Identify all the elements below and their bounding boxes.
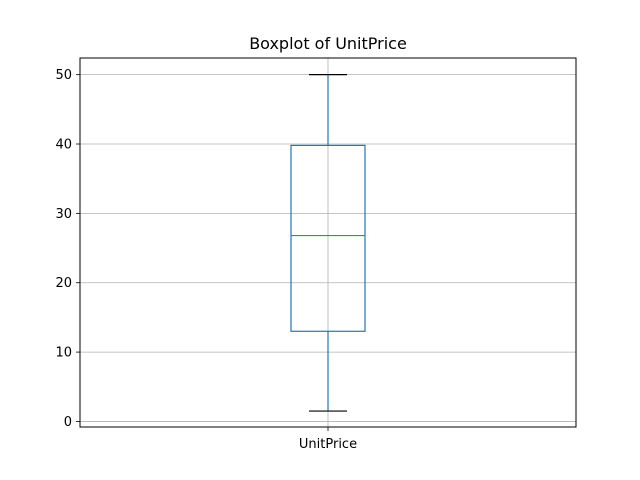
y-tick-label: 10: [55, 346, 72, 361]
y-tick-label: 0: [64, 415, 72, 430]
x-axis: UnitPrice: [299, 427, 357, 452]
y-tick-label: 20: [55, 276, 72, 291]
chart-title: Boxplot of UnitPrice: [249, 34, 407, 53]
y-axis: 0 10 20 30 40 50: [55, 68, 80, 430]
x-tick-label: UnitPrice: [299, 437, 357, 452]
y-tick-label: 40: [55, 138, 72, 153]
plot-area-frame: [79, 57, 577, 428]
box-layer: [290, 74, 366, 412]
y-tick-label: 30: [55, 207, 72, 222]
iqr-box: [290, 144, 366, 332]
y-tick-label: 50: [55, 68, 72, 83]
